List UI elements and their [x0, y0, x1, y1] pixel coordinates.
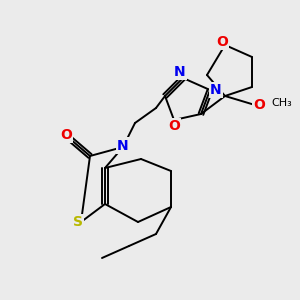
Text: O: O: [254, 98, 266, 112]
Text: O: O: [168, 119, 180, 133]
Text: O: O: [60, 128, 72, 142]
Text: N: N: [174, 65, 186, 79]
Text: O: O: [216, 35, 228, 49]
Text: N: N: [210, 83, 222, 97]
Text: S: S: [73, 215, 83, 229]
Text: N: N: [117, 139, 129, 152]
Text: CH₃: CH₃: [272, 98, 292, 109]
